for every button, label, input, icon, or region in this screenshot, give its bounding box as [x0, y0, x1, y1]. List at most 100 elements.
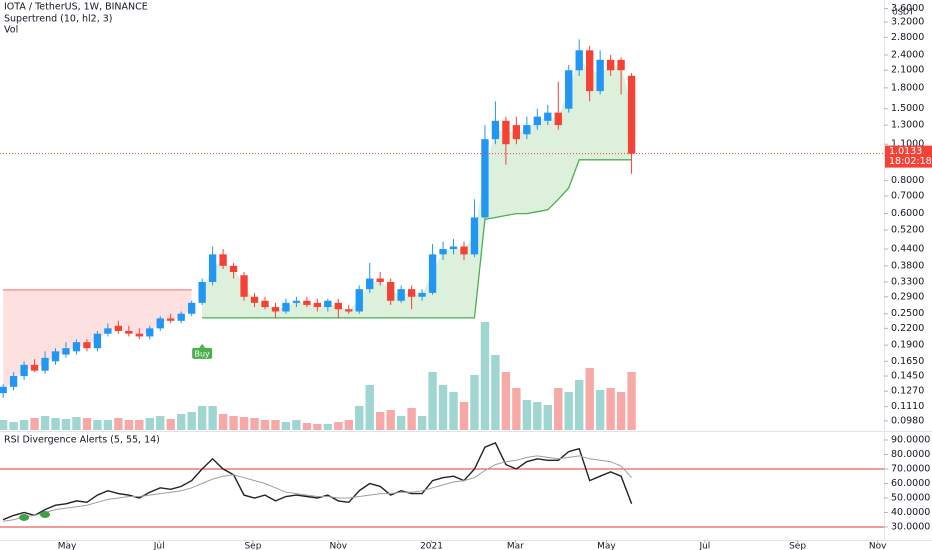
candle-body [30, 364, 39, 371]
candle-body [135, 333, 143, 337]
y-tick-label: 30.0000 [891, 521, 930, 532]
plot: 3.6000 3.2000 2.8000 2.4000 2.1000 1.8000 1.50… [0, 3, 932, 550]
volume-bar [585, 368, 594, 430]
volume-bar [449, 392, 458, 430]
volume-bar [459, 402, 469, 430]
y-tick-label: 0.6000 [891, 208, 924, 219]
symbol-title: IOTA / TetherUS, 1W, BINANCE [4, 2, 148, 13]
volume-bar [72, 417, 81, 430]
candle-body [313, 302, 322, 308]
volume-bar [365, 385, 374, 430]
y-tick-label: 0.7000 [891, 190, 924, 201]
rsi-title: RSI Divergence Alerts (5, 55, 14) [4, 435, 160, 446]
y-tick-label: 1.5000 [891, 103, 924, 114]
rsi-alert [40, 511, 51, 519]
candle-body [512, 125, 521, 140]
candle-body [544, 112, 552, 121]
y-tick-label: 1.3000 [891, 120, 924, 131]
y-tick-label: 0.2900 [891, 291, 924, 302]
volume-bar [616, 392, 626, 430]
price-badge [885, 145, 932, 168]
y-tick-label: 3.2000 [891, 17, 924, 28]
volume-bar [103, 420, 113, 430]
x-tick-label: Nov [330, 542, 348, 550]
y-tick-label: 0.1450 [891, 371, 924, 382]
currency-label: USDT [892, 8, 914, 17]
volume-bar [114, 418, 123, 430]
candle-body [334, 302, 342, 310]
volume-bar [51, 418, 60, 430]
y-tick-label: 0.0980 [891, 415, 924, 426]
candle-body [502, 120, 510, 145]
volume-bar [417, 416, 427, 430]
volume-bar [271, 420, 280, 430]
candle-body [0, 386, 7, 394]
volume-bar [156, 416, 165, 430]
volume-bar [239, 417, 249, 430]
volume-bar [82, 418, 92, 430]
candle-body [156, 318, 164, 329]
volume-bar [9, 422, 18, 430]
y-tick-label: 60.0000 [891, 478, 930, 489]
candle-body [627, 75, 636, 154]
volume-bar [386, 410, 395, 430]
volume-bar [595, 390, 605, 430]
y-tick-label: 0.2500 [891, 308, 924, 319]
y-tick-label: 0.1650 [891, 356, 924, 367]
y-tick-label: 2.1000 [891, 65, 924, 76]
candle-body [397, 289, 405, 301]
volume-bar [61, 419, 71, 430]
candle-body [208, 254, 217, 282]
x-tick-label: Nov [869, 542, 887, 550]
x-tick-label: Sep [789, 542, 806, 550]
y-tick-label: 1.8000 [891, 82, 924, 93]
volume-bar [627, 372, 636, 430]
y-tick-label: 80.0000 [891, 449, 930, 460]
volume-bar [135, 420, 144, 430]
candle-body [366, 278, 374, 290]
volume-bar [30, 418, 39, 430]
volume-bar [533, 402, 542, 430]
volume-bar [522, 400, 532, 430]
candle-body [376, 278, 384, 282]
y-tick-label: 0.8000 [891, 175, 924, 186]
y-tick-label: 50.0000 [891, 492, 930, 503]
volume-bar [396, 416, 406, 430]
volume-bar [344, 420, 353, 430]
candle-body [62, 348, 70, 355]
candle-body [188, 302, 196, 314]
rsi-line [2, 442, 633, 521]
candle-body [449, 246, 458, 250]
volume-bar [428, 372, 437, 430]
volume-bar [208, 406, 217, 430]
volume-bar [407, 408, 416, 430]
supertrend-line [202, 159, 632, 319]
candle-body [125, 330, 133, 334]
volume-bar [218, 414, 228, 430]
y-tick-label: 0.5200 [891, 224, 924, 235]
volume-bar [19, 420, 29, 430]
volume-bar [292, 420, 301, 430]
candle-body [606, 59, 615, 71]
candle-body [407, 289, 416, 297]
volume-bar [480, 322, 490, 430]
y-tick-label: 90.0000 [891, 434, 930, 445]
x-tick-label: May [58, 542, 77, 550]
candle-body [271, 307, 280, 312]
volume-bar [124, 420, 134, 430]
volume-bar [355, 406, 364, 430]
candle-body [261, 300, 269, 308]
x-tick-label: 2021 [420, 542, 443, 550]
x-tick-label: Jul [698, 542, 710, 550]
candle-body [41, 357, 49, 371]
candle-body [586, 50, 594, 92]
candle-body [345, 309, 353, 312]
candle-body [9, 376, 18, 387]
candle-body [565, 70, 573, 109]
y-tick-label: 1.1000 [891, 139, 924, 150]
rsi-alert [19, 513, 30, 521]
y-tick-label: 0.4400 [891, 244, 924, 255]
candle-body [617, 59, 625, 71]
candle-body [282, 302, 290, 312]
